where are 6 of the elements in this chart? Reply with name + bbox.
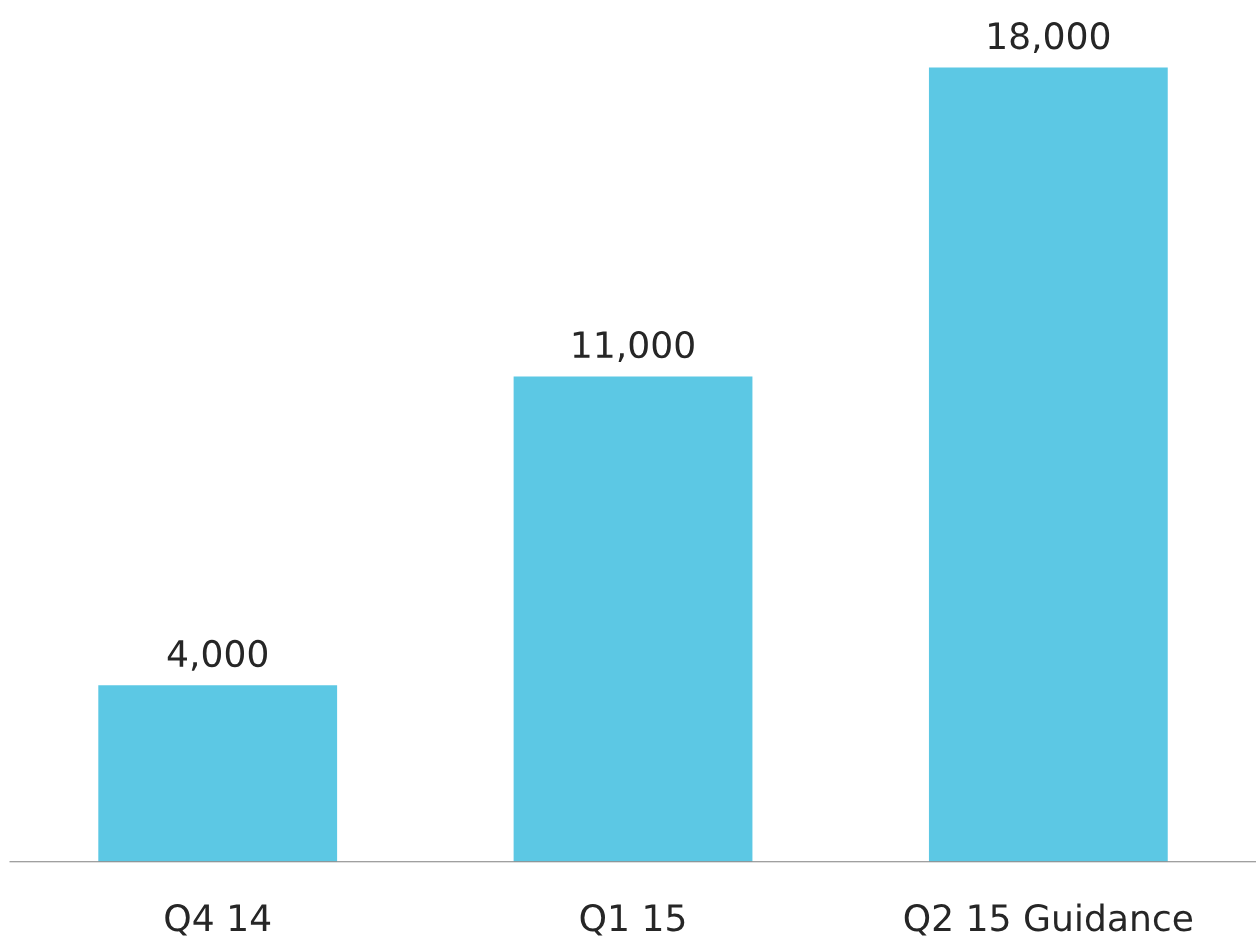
data-label: 18,000	[989, 22, 1110, 54]
x-tick-label: Q4 14	[165, 904, 271, 936]
x-tick-label: Q1 15	[580, 904, 685, 936]
data-label: 11,000	[573, 330, 694, 362]
data-label: 4,000	[167, 639, 267, 671]
x-tick-label: Q2 15 Guidance	[904, 903, 1193, 936]
